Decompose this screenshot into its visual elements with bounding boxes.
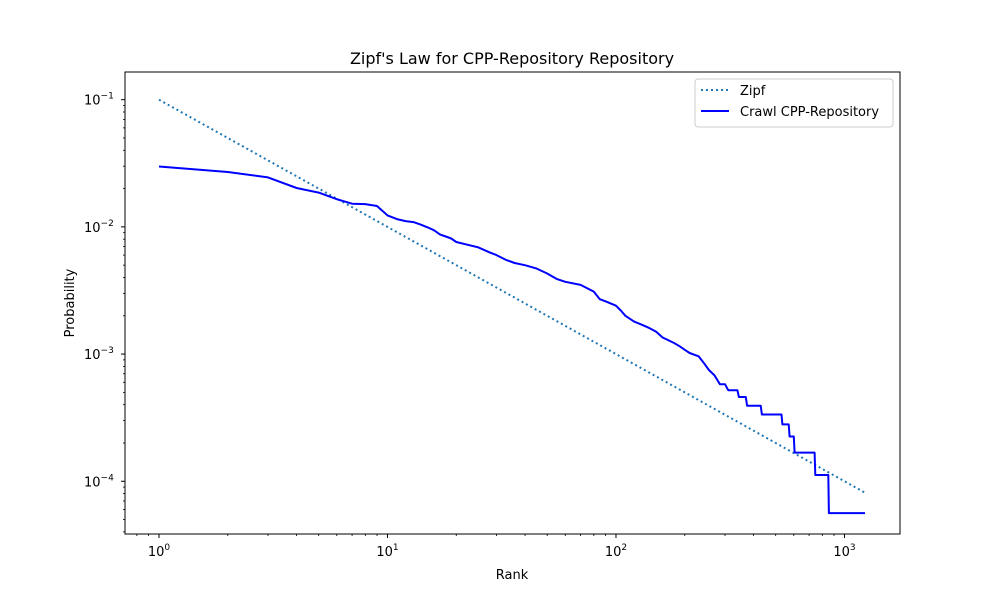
plot-frame <box>124 71 901 535</box>
y-axis: 10−1 10−2 10−3 10−4 <box>84 92 125 533</box>
y-tick-label: 10−4 <box>84 473 114 490</box>
legend-label-zipf: Zipf <box>740 84 766 99</box>
legend-label-crawl: Crawl CPP-Repository <box>740 105 879 120</box>
plot-area <box>125 72 900 534</box>
x-tick-label: 100 <box>148 543 171 560</box>
y-axis-label: Probability <box>63 268 78 337</box>
y-tick-label: 10−2 <box>84 219 114 236</box>
legend: Zipf Crawl CPP-Repository <box>694 78 894 128</box>
chart-title: Zipf's Law for CPP-Repository Repository <box>350 49 674 68</box>
y-tick-label: 10−1 <box>84 92 114 109</box>
series-layer <box>158 98 866 515</box>
series-line-crawl <box>158 165 865 515</box>
x-tick-label: 102 <box>605 543 627 560</box>
x-axis-label: Rank <box>496 568 529 583</box>
legend-box <box>694 78 894 128</box>
x-tick-label: 101 <box>376 543 398 560</box>
y-tick-label: 10−3 <box>84 346 114 363</box>
x-axis: 100 101 102 103 <box>136 534 856 560</box>
x-tick-label: 103 <box>833 543 855 560</box>
